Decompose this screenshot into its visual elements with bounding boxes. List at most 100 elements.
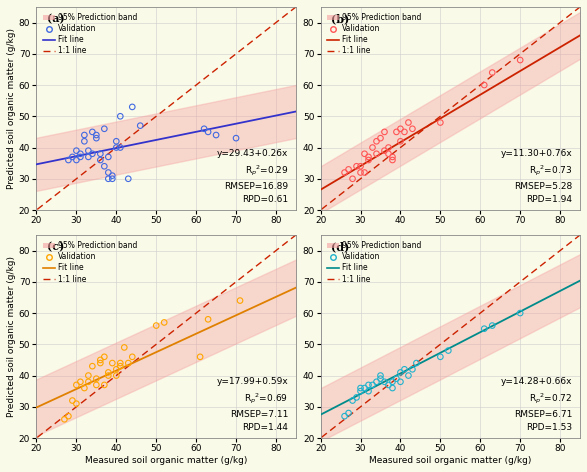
Point bbox=[368, 144, 377, 152]
Point bbox=[124, 175, 133, 183]
Point bbox=[384, 381, 393, 389]
Point bbox=[364, 156, 373, 164]
Point bbox=[515, 56, 525, 64]
Point bbox=[92, 131, 101, 139]
Point bbox=[64, 156, 73, 164]
Point bbox=[364, 381, 373, 389]
Y-axis label: Predicted soil organic matter (g/kg): Predicted soil organic matter (g/kg) bbox=[7, 256, 16, 417]
Point bbox=[116, 112, 125, 120]
Point bbox=[384, 150, 393, 158]
Point bbox=[104, 372, 113, 379]
Point bbox=[356, 384, 365, 392]
Point bbox=[235, 297, 245, 304]
Point bbox=[68, 397, 77, 405]
Point bbox=[80, 384, 89, 392]
Point bbox=[76, 378, 85, 386]
Point bbox=[200, 125, 209, 133]
Point bbox=[411, 359, 421, 367]
Point bbox=[136, 122, 145, 129]
Point bbox=[100, 381, 109, 389]
Point bbox=[380, 128, 389, 135]
Point bbox=[72, 400, 81, 407]
Point bbox=[488, 322, 497, 329]
Point bbox=[392, 128, 401, 135]
Point bbox=[96, 156, 105, 164]
Point bbox=[352, 162, 361, 170]
Text: (d): (d) bbox=[331, 241, 349, 252]
Point bbox=[112, 144, 121, 152]
Point bbox=[204, 316, 213, 323]
Point bbox=[112, 365, 121, 373]
Point bbox=[356, 169, 365, 176]
Point bbox=[436, 119, 445, 126]
Point bbox=[376, 372, 385, 379]
Point bbox=[372, 378, 381, 386]
Text: y=29.43+0.26x
R$_p$$^2$=0.29
RMSEP=16.89
RPD=0.61: y=29.43+0.26x R$_p$$^2$=0.29 RMSEP=16.89… bbox=[217, 149, 288, 204]
Point bbox=[204, 128, 213, 135]
Point bbox=[100, 353, 109, 361]
Point bbox=[72, 381, 81, 389]
Point bbox=[72, 147, 81, 154]
Point bbox=[396, 125, 405, 133]
Point bbox=[68, 153, 77, 160]
Text: y=11.30+0.76x
R$_p$$^2$=0.73
RMSEP=5.28
RPD=1.94: y=11.30+0.76x R$_p$$^2$=0.73 RMSEP=5.28 … bbox=[501, 149, 572, 204]
Point bbox=[444, 347, 453, 354]
Point bbox=[92, 381, 101, 389]
Point bbox=[364, 388, 373, 395]
Point bbox=[340, 169, 349, 176]
Point bbox=[380, 147, 389, 154]
Point bbox=[356, 388, 365, 395]
Point bbox=[76, 150, 85, 158]
Point bbox=[480, 81, 489, 89]
Point bbox=[96, 359, 105, 367]
Point bbox=[408, 125, 417, 133]
Point bbox=[84, 147, 93, 154]
Point bbox=[211, 131, 221, 139]
Point bbox=[396, 137, 405, 145]
Point bbox=[87, 150, 97, 158]
Point bbox=[344, 166, 353, 173]
Point bbox=[348, 397, 357, 405]
Point bbox=[352, 394, 361, 401]
Point bbox=[404, 372, 413, 379]
Point bbox=[388, 378, 397, 386]
Point bbox=[392, 375, 401, 382]
Point bbox=[127, 103, 137, 111]
Point bbox=[64, 413, 73, 420]
Point bbox=[480, 325, 489, 332]
Point bbox=[107, 175, 117, 183]
Point bbox=[87, 128, 97, 135]
Point bbox=[388, 153, 397, 160]
Point bbox=[104, 169, 113, 176]
Legend: 95% Prediction band, Validation, Fit line, 1:1 line: 95% Prediction band, Validation, Fit lin… bbox=[41, 11, 140, 58]
Point bbox=[116, 362, 125, 370]
Text: y=17.99+0.59x
R$_p$$^2$=0.69
RMSEP=7.11
RPD=1.44: y=17.99+0.59x R$_p$$^2$=0.69 RMSEP=7.11 … bbox=[217, 377, 288, 432]
Point bbox=[372, 137, 381, 145]
Point bbox=[112, 372, 121, 379]
Point bbox=[124, 359, 133, 367]
Point bbox=[360, 384, 369, 392]
Point bbox=[408, 365, 417, 373]
Point bbox=[104, 369, 113, 376]
Point bbox=[96, 150, 105, 158]
Point bbox=[60, 415, 69, 423]
Point bbox=[360, 169, 369, 176]
Text: (c): (c) bbox=[47, 241, 64, 252]
Point bbox=[84, 378, 93, 386]
Point bbox=[120, 344, 129, 351]
Point bbox=[356, 162, 365, 170]
Point bbox=[515, 309, 525, 317]
Point bbox=[87, 362, 97, 370]
Point bbox=[344, 409, 353, 417]
Legend: 95% Prediction band, Validation, Fit line, 1:1 line: 95% Prediction band, Validation, Fit lin… bbox=[41, 239, 140, 286]
Point bbox=[340, 413, 349, 420]
Point bbox=[116, 359, 125, 367]
Point bbox=[488, 69, 497, 76]
Point bbox=[127, 353, 137, 361]
Point bbox=[368, 381, 377, 389]
Point bbox=[104, 175, 113, 183]
Point bbox=[96, 356, 105, 364]
Point bbox=[80, 131, 89, 139]
Point bbox=[84, 372, 93, 379]
Point bbox=[384, 144, 393, 152]
